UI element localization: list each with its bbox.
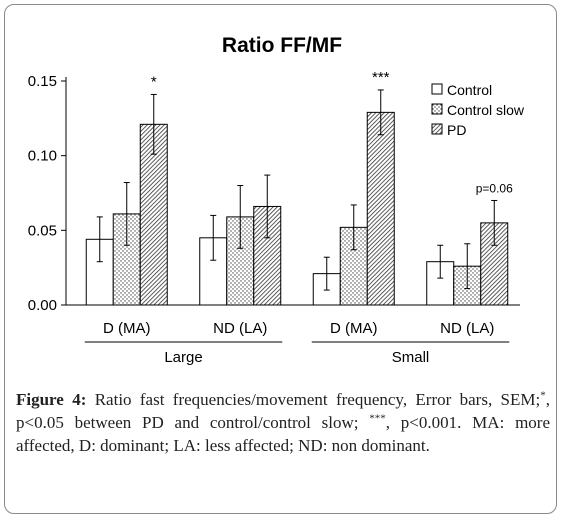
significance-label: p=0.06 [476, 181, 513, 195]
bar [366, 111, 395, 306]
group-label: Small [392, 349, 430, 366]
x-tick-label: D (MA) [330, 320, 378, 337]
legend-swatch [431, 123, 443, 135]
y-tick-label: 0.05 [28, 222, 57, 239]
caption-text-1: Ratio fast frequencies/movement frequenc… [86, 390, 541, 409]
plot-area: 0.00 0.05 0.10 0.15 D (MA) ND (LA) D (MA) ND (L… [28, 69, 525, 366]
figure-caption: Figure 4: Ratio fast frequencies/movemen… [16, 388, 550, 457]
caption-label: Figure 4: [16, 390, 87, 409]
chart-title: Ratio FF/MF [222, 34, 342, 57]
legend-label: PD [447, 122, 466, 138]
x-tick-label: D (MA) [103, 320, 151, 337]
significance-label: * [151, 73, 157, 90]
y-tick-label: 0.15 [28, 73, 57, 90]
caption-text-3: , p<0.001. MA: more affected, D: dominan… [16, 413, 550, 455]
caption-sup-2: *** [369, 412, 386, 425]
y-tick-label: 0.10 [28, 148, 57, 165]
y-tick-label: 0.00 [28, 297, 57, 314]
x-tick-label: ND (LA) [213, 320, 267, 337]
significance-label: *** [372, 69, 390, 86]
legend-label: Control [447, 82, 492, 98]
bar-chart: Ratio FF/MF 0.00 0.05 0.10 0.15 D (MA) ND (LA… [28, 34, 525, 366]
legend-label: Control slow [447, 102, 525, 118]
legend-swatch [431, 83, 443, 95]
legend-swatch [431, 103, 443, 115]
x-tick-label: ND (LA) [440, 320, 494, 337]
group-label: Large [164, 349, 202, 366]
caption-sup-1: * [540, 389, 546, 402]
caption-text-2: , p<0.05 between PD and control/control … [16, 390, 550, 432]
